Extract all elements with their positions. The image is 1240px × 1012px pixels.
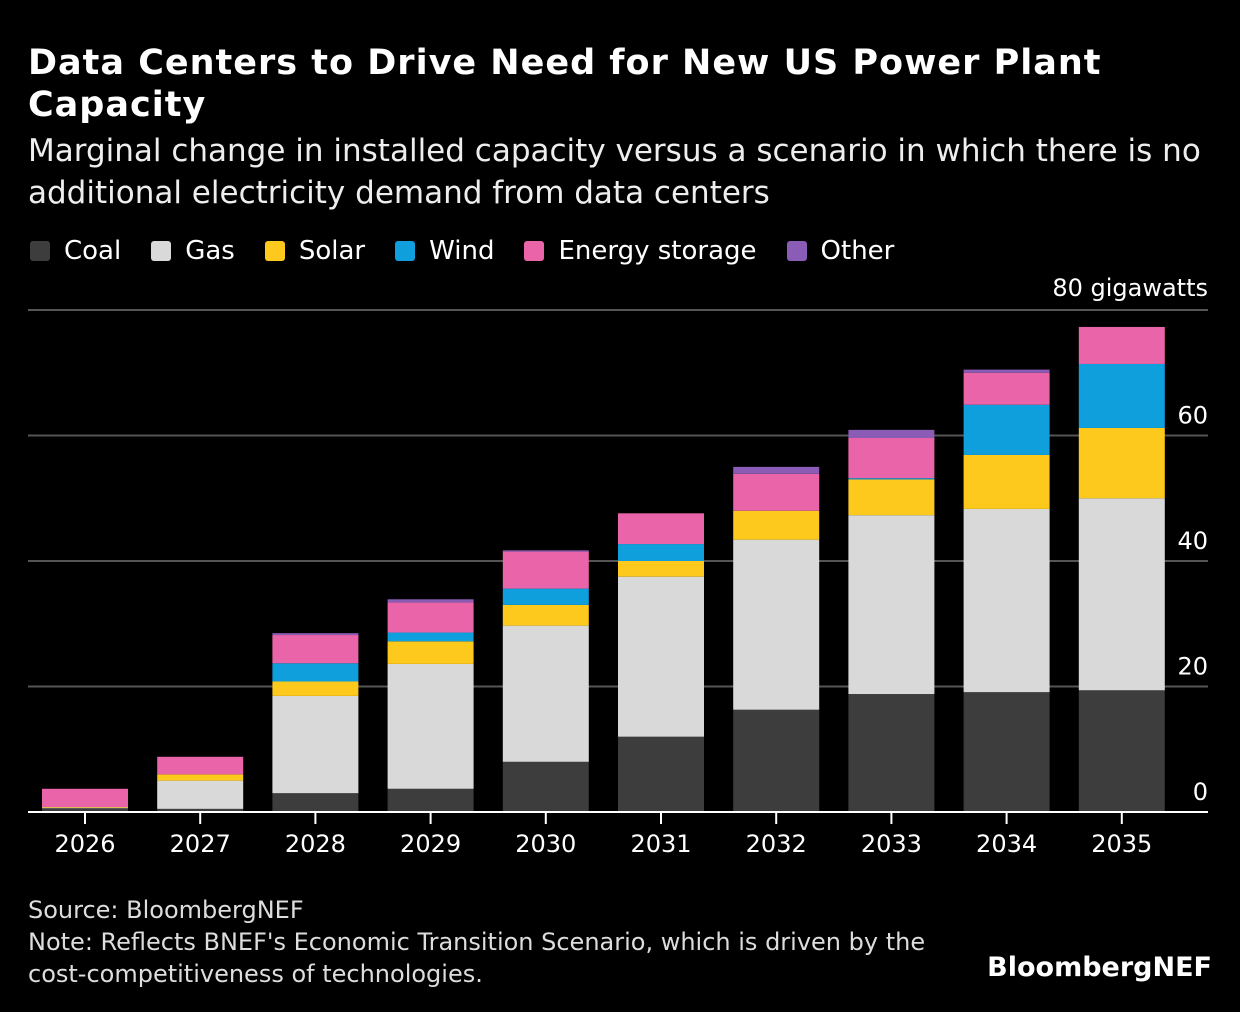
bar-segment-solar (157, 774, 244, 781)
y-tick-label: 60 (1177, 402, 1208, 430)
bar-segment-coal (502, 761, 589, 812)
legend-label: Gas (185, 236, 235, 266)
bar-segment-gas (848, 515, 935, 695)
legend-swatch (786, 241, 807, 261)
bar-segment-solar (848, 479, 935, 516)
bar-segment-solar (963, 454, 1050, 509)
bar-segment-gas (157, 780, 244, 809)
legend-swatch (395, 241, 416, 261)
x-tick-label: 2031 (630, 830, 691, 858)
bar-segment-energy-storage (1078, 326, 1165, 364)
bar-segment-gas (42, 807, 128, 809)
x-tick-label: 2030 (515, 830, 576, 858)
bar-segment-coal (42, 808, 128, 812)
legend-item: Other (786, 236, 895, 266)
bar-segment-coal (848, 694, 935, 812)
bar-segment-gas (1078, 498, 1165, 691)
legend-item: Coal (30, 236, 121, 266)
chart-subtitle: Marginal change in installed capacity ve… (28, 133, 1201, 211)
bar-segment-solar (502, 604, 589, 626)
bar-segment-wind (272, 663, 359, 682)
bar-segment-coal (1078, 690, 1165, 812)
y-tick-label: 40 (1177, 527, 1208, 555)
stacked-bar-chart: 0 20 40 60 80 gigawatts 2026 2027 2028 2029 2030 2… (28, 274, 1208, 858)
legend-item: Wind (395, 236, 494, 266)
bar-segment-gas (502, 625, 589, 762)
bar-segment-other (848, 429, 935, 439)
bar-segment-other (502, 550, 589, 552)
bar-segment-solar (272, 681, 359, 696)
bar-segment-coal (963, 692, 1050, 812)
bar-segment-energy-storage (618, 513, 704, 545)
bar-segment-wind (502, 588, 589, 605)
legend-swatch (264, 241, 285, 261)
legend-swatch (151, 241, 172, 261)
bar-segment-gas (272, 695, 359, 794)
x-tick-label: 2027 (170, 830, 231, 858)
x-tick-label: 2029 (400, 830, 461, 858)
bar-segment-coal (157, 808, 244, 812)
bar-segment-energy-storage (733, 473, 820, 511)
x-tick-label: 2034 (976, 830, 1037, 858)
bar-segment-wind (387, 632, 474, 642)
bar-segment-gas (387, 663, 474, 789)
bar-segment-coal (618, 736, 704, 812)
bar-segment-energy-storage (157, 756, 244, 775)
legend-swatch (30, 241, 50, 261)
bar-segment-coal (387, 788, 474, 812)
bar-segment-solar (387, 641, 474, 664)
legend-item: Energy storage (524, 236, 757, 266)
x-tick-label: 2032 (746, 830, 807, 858)
bar-segment-energy-storage (848, 438, 935, 479)
legend-swatch (524, 241, 545, 261)
bar-segment-energy-storage (42, 788, 128, 807)
legend-item: Gas (151, 236, 235, 266)
legend: Coal Gas Solar Wind Energy storage Other (30, 236, 894, 266)
bar-segment-gas (963, 508, 1050, 693)
bar-segment-energy-storage (387, 602, 474, 633)
y-axis-label: 80 gigawatts (1052, 274, 1208, 302)
legend-item: Solar (264, 236, 366, 266)
note-text: Note: Reflects BNEF's Economic Transitio… (28, 928, 926, 988)
bar-segment-energy-storage (963, 372, 1050, 405)
footnotes: Source: BloombergNEF Note: Reflects BNEF… (28, 894, 968, 990)
bar-segment-other (963, 369, 1050, 373)
source-text: Source: BloombergNEF (28, 896, 304, 924)
x-tick-label: 2026 (54, 830, 115, 858)
y-tick-label: 20 (1177, 653, 1208, 681)
bar-segment-solar (42, 806, 128, 808)
chart-title: Data Centers to Drive Need for New US Po… (28, 43, 1102, 125)
bar-segment-energy-storage (272, 635, 359, 664)
legend-label: Other (820, 236, 895, 266)
bar-segment-solar (1078, 427, 1165, 499)
bar-segment-solar (733, 510, 820, 540)
bar-segment-other (272, 633, 359, 636)
x-tick-label: 2035 (1091, 830, 1152, 858)
bar-segment-coal (733, 709, 820, 812)
bar-segment-coal (272, 793, 359, 812)
bar-segment-gas (733, 539, 820, 710)
legend-label: Energy storage (558, 236, 757, 266)
legend-label: Solar (298, 236, 366, 266)
bar-segment-gas (618, 576, 704, 737)
bar-segment-solar (618, 561, 704, 577)
bar-segment-wind (848, 478, 935, 480)
bar-segment-wind (1078, 363, 1165, 428)
brand-logo: BloombergNEF (987, 952, 1212, 983)
y-tick-label: 0 (1193, 778, 1208, 806)
bar-segment-wind (963, 404, 1050, 455)
legend-label: Wind (429, 236, 495, 266)
bar-segment-other (387, 599, 474, 603)
bar-segment-energy-storage (502, 551, 589, 589)
x-tick-label: 2033 (861, 830, 922, 858)
legend-label: Coal (64, 236, 122, 266)
x-tick-label: 2028 (285, 830, 346, 858)
bar-segment-wind (618, 544, 704, 561)
bar-segment-other (733, 466, 820, 474)
